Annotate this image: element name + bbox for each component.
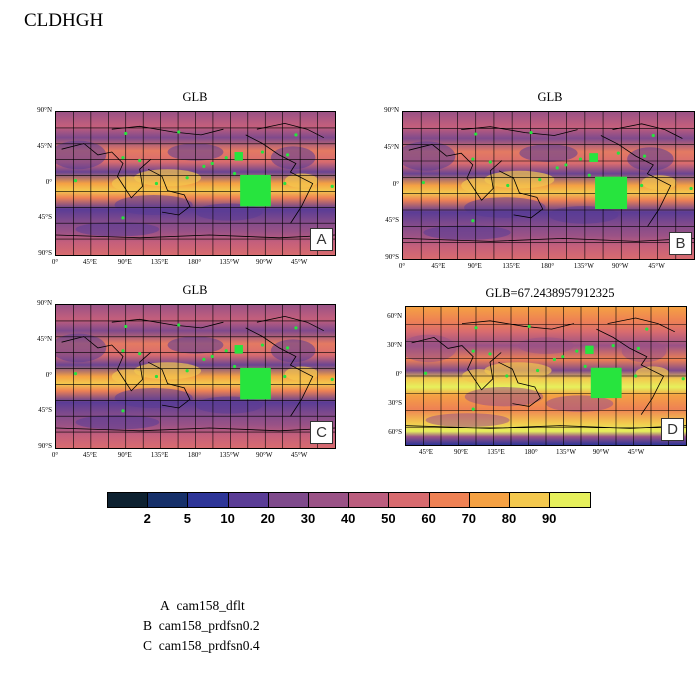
legend-key: B <box>143 618 153 633</box>
colorbar-box <box>108 493 149 507</box>
lat-label: 45°N <box>37 334 52 343</box>
lat-label: 0° <box>395 370 402 378</box>
legend-key: A <box>160 598 170 613</box>
lat-label: 90°S <box>38 249 52 257</box>
lon-label: 135°W <box>219 451 240 459</box>
colorbar-box <box>148 493 189 507</box>
panel-a-map: A <box>55 111 336 256</box>
lon-label: 0° <box>51 451 59 459</box>
colorbar-label: 10 <box>220 511 235 526</box>
lon-label: 45°W <box>290 258 308 266</box>
lat-label: 45°S <box>385 216 399 225</box>
panel-a-title: GLB <box>182 90 208 104</box>
colorbar-box <box>429 493 470 507</box>
colorbar-box <box>469 493 510 507</box>
legend-key: C <box>143 638 153 653</box>
lat-label: 45°N <box>384 142 399 151</box>
lon-label: 45°W <box>648 262 665 270</box>
colorbar-label: 5 <box>183 511 191 526</box>
lon-label: 135°W <box>219 258 240 266</box>
legend-name: cam158_prdfsn0.2 <box>158 618 260 633</box>
lat-label: 60°N <box>387 312 402 321</box>
lon-label: 90°W <box>592 448 610 456</box>
lon-label: 45°E <box>82 258 97 266</box>
panel-letter-a: A <box>310 228 333 251</box>
panel-c-map: C <box>55 304 336 449</box>
panel-d-title: GLB=67.2438957912325 <box>485 286 615 300</box>
lon-label: 90°W <box>256 258 273 266</box>
lon-label: 0° <box>51 258 59 266</box>
colorbar-label: 2 <box>143 511 151 526</box>
lat-label: 90°N <box>384 106 399 114</box>
lat-label: 60°S <box>388 427 402 436</box>
colorbar-label: 40 <box>340 511 356 526</box>
lon-label: 180° <box>187 451 202 459</box>
lon-label: 90°E <box>467 262 482 270</box>
lat-label: 30°S <box>388 398 402 407</box>
colorbar <box>107 492 592 508</box>
colorbar-box <box>349 493 390 507</box>
legend-item-c: C cam158_prdfsn0.4 <box>143 638 260 654</box>
lat-label: 0° <box>392 179 399 188</box>
colorbar-box <box>228 493 269 507</box>
lat-label: 45°S <box>38 213 52 222</box>
lon-label: 45°W <box>290 451 308 459</box>
lon-label: 135°E <box>487 448 505 456</box>
lon-label: 90°W <box>256 451 273 459</box>
panel-letter-b: B <box>669 232 692 255</box>
lat-label: 90°N <box>37 106 52 114</box>
lon-label: 135°E <box>150 451 169 459</box>
colorbar-label: 70 <box>461 511 477 526</box>
lon-label: 45°E <box>82 451 97 459</box>
panel-c-title: GLB <box>182 283 208 297</box>
panel-b-title: GLB <box>537 90 563 104</box>
lat-label: 45°S <box>38 406 52 415</box>
lon-label: 180° <box>187 258 202 266</box>
lon-label: 90°W <box>612 262 629 270</box>
lon-label: 135°W <box>573 262 594 270</box>
panel-letter-d: D <box>661 418 684 441</box>
lat-label: 45°N <box>37 141 52 150</box>
lon-label: 135°W <box>556 448 576 456</box>
lon-label: 0° <box>398 262 406 270</box>
lat-label: 90°S <box>385 253 399 261</box>
colorbar-box <box>550 493 591 507</box>
colorbar-label: 20 <box>260 511 276 526</box>
lon-label: 135°E <box>502 262 520 270</box>
lon-label: 45°E <box>431 262 446 270</box>
lon-label: 90°E <box>117 451 132 459</box>
colorbar-box <box>188 493 229 507</box>
lat-label: 0° <box>45 177 52 186</box>
legend-item-b: B cam158_prdfsn0.2 <box>143 618 260 634</box>
colorbar-box <box>389 493 430 507</box>
colorbar-label: 60 <box>421 511 436 526</box>
lon-label: 90°E <box>117 258 132 266</box>
colorbar-box <box>509 493 551 507</box>
lat-label: 0° <box>45 370 52 379</box>
lon-label: 180° <box>524 448 538 456</box>
colorbar-label: 30 <box>300 511 316 526</box>
legend-item-a: A cam158_dflt <box>160 598 245 614</box>
lat-label: 90°N <box>37 299 52 307</box>
panel-b-map: B <box>402 111 695 260</box>
lon-label: 180° <box>540 262 555 270</box>
panel-letter-c: C <box>310 421 333 444</box>
legend-name: cam158_dflt <box>176 598 245 613</box>
colorbar-label: 80 <box>501 511 517 526</box>
panel-d-map: D <box>405 306 687 446</box>
colorbar-box <box>308 493 350 507</box>
lon-label: 90°E <box>453 448 469 456</box>
lat-label: 90°S <box>38 442 52 450</box>
colorbar-label: 50 <box>381 511 396 526</box>
colorbar-box <box>268 493 309 507</box>
page-title: CLDHGH <box>24 10 104 31</box>
lon-label: 45°W <box>627 448 645 456</box>
lon-label: 45°E <box>418 448 434 456</box>
legend-name: cam158_prdfsn0.4 <box>158 638 260 653</box>
lon-label: 135°E <box>150 258 169 266</box>
colorbar-label: 90 <box>541 511 557 526</box>
lat-label: 30°N <box>387 341 402 350</box>
